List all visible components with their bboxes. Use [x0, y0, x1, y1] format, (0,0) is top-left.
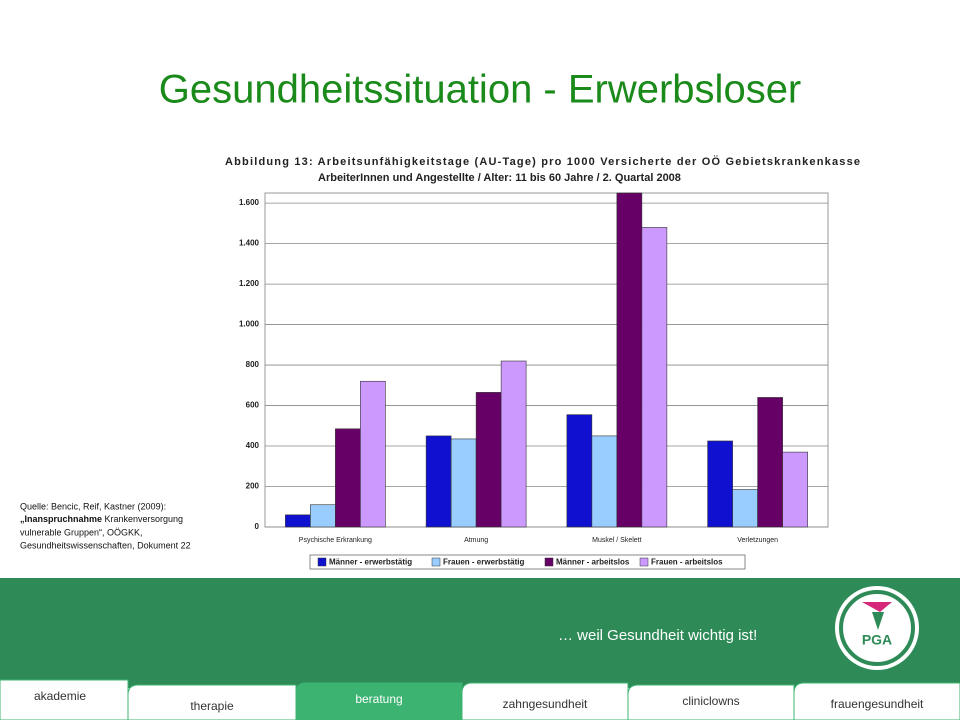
footer-band — [0, 578, 960, 688]
tab-label[interactable]: therapie — [190, 699, 234, 713]
logo-text: PGA — [862, 632, 892, 648]
source-text: Quelle: Bencic, Reif, Kastner (2009): — [20, 501, 166, 511]
tab[interactable] — [295, 682, 463, 720]
bars: Psychische Erkrankung Atmung Muskel / Skel… — [285, 192, 808, 544]
tabs: akademie therapie beratung zahngesundheit cl… — [0, 679, 960, 720]
bar — [616, 192, 643, 528]
y-tick-label: 1.400 — [239, 239, 260, 248]
bar — [782, 451, 808, 528]
legend-label: Männer - arbeitslos — [556, 558, 630, 567]
bar — [566, 414, 593, 528]
bar — [707, 440, 733, 528]
logo-shape — [872, 612, 884, 630]
legend-label: Frauen - erwerbstätig — [443, 558, 524, 567]
y-tick-label: 1.600 — [239, 198, 260, 207]
legend-swatch — [431, 557, 441, 567]
source-text: Gesundheitswissenschaften, Dokument 22 — [20, 540, 191, 550]
bar — [591, 435, 618, 528]
tab[interactable] — [0, 679, 129, 720]
legend-swatch — [317, 557, 327, 567]
bar — [732, 489, 758, 528]
y-tick-label: 800 — [246, 360, 260, 369]
logo-ring — [835, 586, 919, 670]
y-tick-label: 200 — [246, 482, 260, 491]
y-tick-label: 1.000 — [239, 320, 260, 329]
x-tick-label: Atmung — [464, 537, 488, 544]
bar — [335, 428, 361, 528]
bar — [475, 392, 502, 528]
bar — [425, 435, 452, 528]
tab-label[interactable]: frauengesundheit — [831, 697, 924, 711]
slogan: … weil Gesundheit wichtig ist! — [558, 627, 757, 644]
bar — [310, 504, 336, 528]
grid: 0 200 400 600 800 1.000 1.200 1.400 1.600 — [239, 198, 828, 531]
bar — [500, 360, 527, 528]
slide-title: Gesundheitssituation - Erwerbsloser — [159, 68, 802, 112]
bar — [285, 514, 311, 528]
chart-title: ArbeiterInnen und Angestellte / Alter: 1… — [318, 172, 681, 184]
tab[interactable] — [627, 684, 795, 720]
tab-label[interactable]: cliniclowns — [682, 694, 739, 708]
legend-items: Männer - erwerbstätig Frauen - erwerbstät… — [317, 557, 723, 567]
bar — [757, 397, 783, 528]
y-tick-label: 400 — [246, 441, 260, 450]
tab[interactable] — [461, 682, 629, 720]
chart-title: Abbildung 13: Arbeitsunfähigkeitstage (A… — [225, 155, 860, 168]
tab[interactable] — [793, 682, 960, 720]
tab-label[interactable]: beratung — [355, 692, 402, 706]
bar — [360, 380, 386, 528]
x-tick-label: Muskel / Skelett — [592, 537, 641, 544]
x-tick-label: Psychische Erkrankung — [299, 537, 372, 544]
bar — [450, 438, 477, 528]
x-tick-label: Verletzungen — [737, 537, 778, 544]
y-tick-label: 0 — [255, 522, 260, 531]
y-tick-label: 1.200 — [239, 279, 260, 288]
legend-swatch — [639, 557, 649, 567]
logo-circle — [839, 590, 915, 666]
bar — [641, 227, 668, 528]
source-bold: „Inanspruchnahme — [20, 514, 102, 524]
legend-label: Frauen - arbeitslos — [651, 558, 723, 567]
legend-label: Männer - erwerbstätig — [329, 558, 412, 567]
source-text: „Inanspruchnahme Krankenversorgung — [20, 514, 183, 524]
legend-swatch — [544, 557, 554, 567]
tab-label[interactable]: akademie — [34, 689, 86, 703]
tab-label[interactable]: zahngesundheit — [503, 697, 588, 711]
logo-shape — [862, 602, 892, 612]
source-text: vulnerable Gruppen“, OÖGKK, — [20, 527, 143, 537]
tab[interactable] — [127, 684, 297, 720]
legend — [309, 554, 746, 570]
source-text: Krankenversorgung — [102, 514, 183, 524]
y-tick-label: 600 — [246, 401, 260, 410]
